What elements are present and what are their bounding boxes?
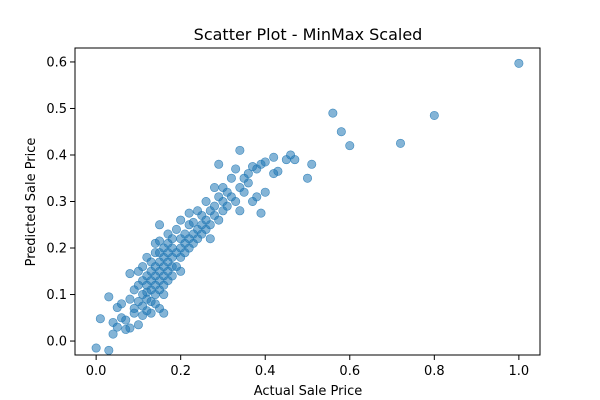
y-tick-label: 0.0 [46, 335, 67, 350]
x-tick-label: 0.4 [255, 364, 276, 379]
scatter-point [239, 187, 249, 197]
x-tick-label: 0.0 [86, 364, 107, 379]
scatter-point [514, 58, 524, 68]
scatter-point [104, 292, 114, 302]
scatter-point [104, 345, 114, 355]
scatter-point [188, 217, 198, 227]
y-tick-label: 0.6 [46, 55, 67, 70]
scatter-point [235, 145, 245, 155]
scatter-point [201, 197, 211, 207]
scatter-point [269, 152, 279, 162]
points-layer [91, 58, 524, 355]
y-tick-label: 0.3 [46, 195, 67, 210]
x-axis-label: Actual Sale Price [254, 384, 363, 399]
scatter-point [231, 164, 241, 174]
scatter-point [226, 173, 236, 183]
scatter-point [214, 215, 224, 225]
scatter-point [210, 201, 220, 211]
scatter-point [231, 197, 241, 207]
scatter-point [125, 294, 135, 304]
chart-title: Scatter Plot - MinMax Scaled [194, 25, 423, 44]
scatter-point [146, 308, 156, 318]
scatter-point [159, 290, 169, 300]
y-tick-label: 0.5 [46, 102, 67, 117]
scatter-point [95, 314, 105, 324]
scatter-point [108, 329, 118, 339]
scatter-point [235, 206, 245, 216]
scatter-point [129, 303, 139, 313]
scatter-point [307, 159, 317, 169]
scatter-point [210, 183, 220, 193]
scatter-point [138, 262, 148, 272]
scatter-point [117, 299, 127, 309]
scatter-point [91, 343, 101, 353]
x-axis: 0.0 0.2 0.4 0.6 0.8 1.0 [86, 355, 529, 379]
scatter-point [133, 320, 143, 330]
scatter-point [155, 236, 165, 246]
scatter-point [252, 192, 262, 202]
x-tick-label: 0.2 [170, 364, 191, 379]
scatter-point [205, 220, 215, 230]
scatter-point [256, 208, 266, 218]
scatter-point [302, 173, 312, 183]
scatter-point [273, 166, 283, 176]
scatter-point [243, 169, 253, 179]
y-tick-label: 0.4 [46, 148, 67, 163]
scatter-point [112, 322, 122, 332]
scatter-point [205, 234, 215, 244]
scatter-point [222, 201, 232, 211]
scatter-point [159, 308, 169, 318]
scatter-point [155, 220, 165, 230]
scatter-point [171, 224, 181, 234]
scatter-point [125, 323, 135, 333]
y-tick-label: 0.2 [46, 242, 67, 257]
scatter-point [176, 215, 186, 225]
scatter-point [336, 127, 346, 137]
scatter-point [214, 159, 224, 169]
scatter-point [429, 110, 439, 120]
scatter-point [395, 138, 405, 148]
x-tick-label: 1.0 [509, 364, 530, 379]
x-tick-label: 0.6 [339, 364, 360, 379]
scatter-point [260, 187, 270, 197]
scatter-point [290, 155, 300, 165]
scatter-point [121, 315, 131, 325]
scatter-point [176, 266, 186, 276]
scatter-point [260, 157, 270, 167]
scatter-point [125, 269, 135, 279]
scatter-point [243, 178, 253, 188]
scatter-point [167, 271, 177, 281]
y-axis-label: Predicted Sale Price [24, 138, 39, 267]
scatter-point [167, 234, 177, 244]
scatter-point [328, 108, 338, 118]
scatter-point [184, 208, 194, 218]
x-tick-label: 0.8 [424, 364, 445, 379]
y-tick-label: 0.1 [46, 288, 67, 303]
scatter-point [345, 141, 355, 151]
y-axis: 0.0 0.1 0.2 0.3 0.4 0.5 0.6 [46, 55, 75, 350]
